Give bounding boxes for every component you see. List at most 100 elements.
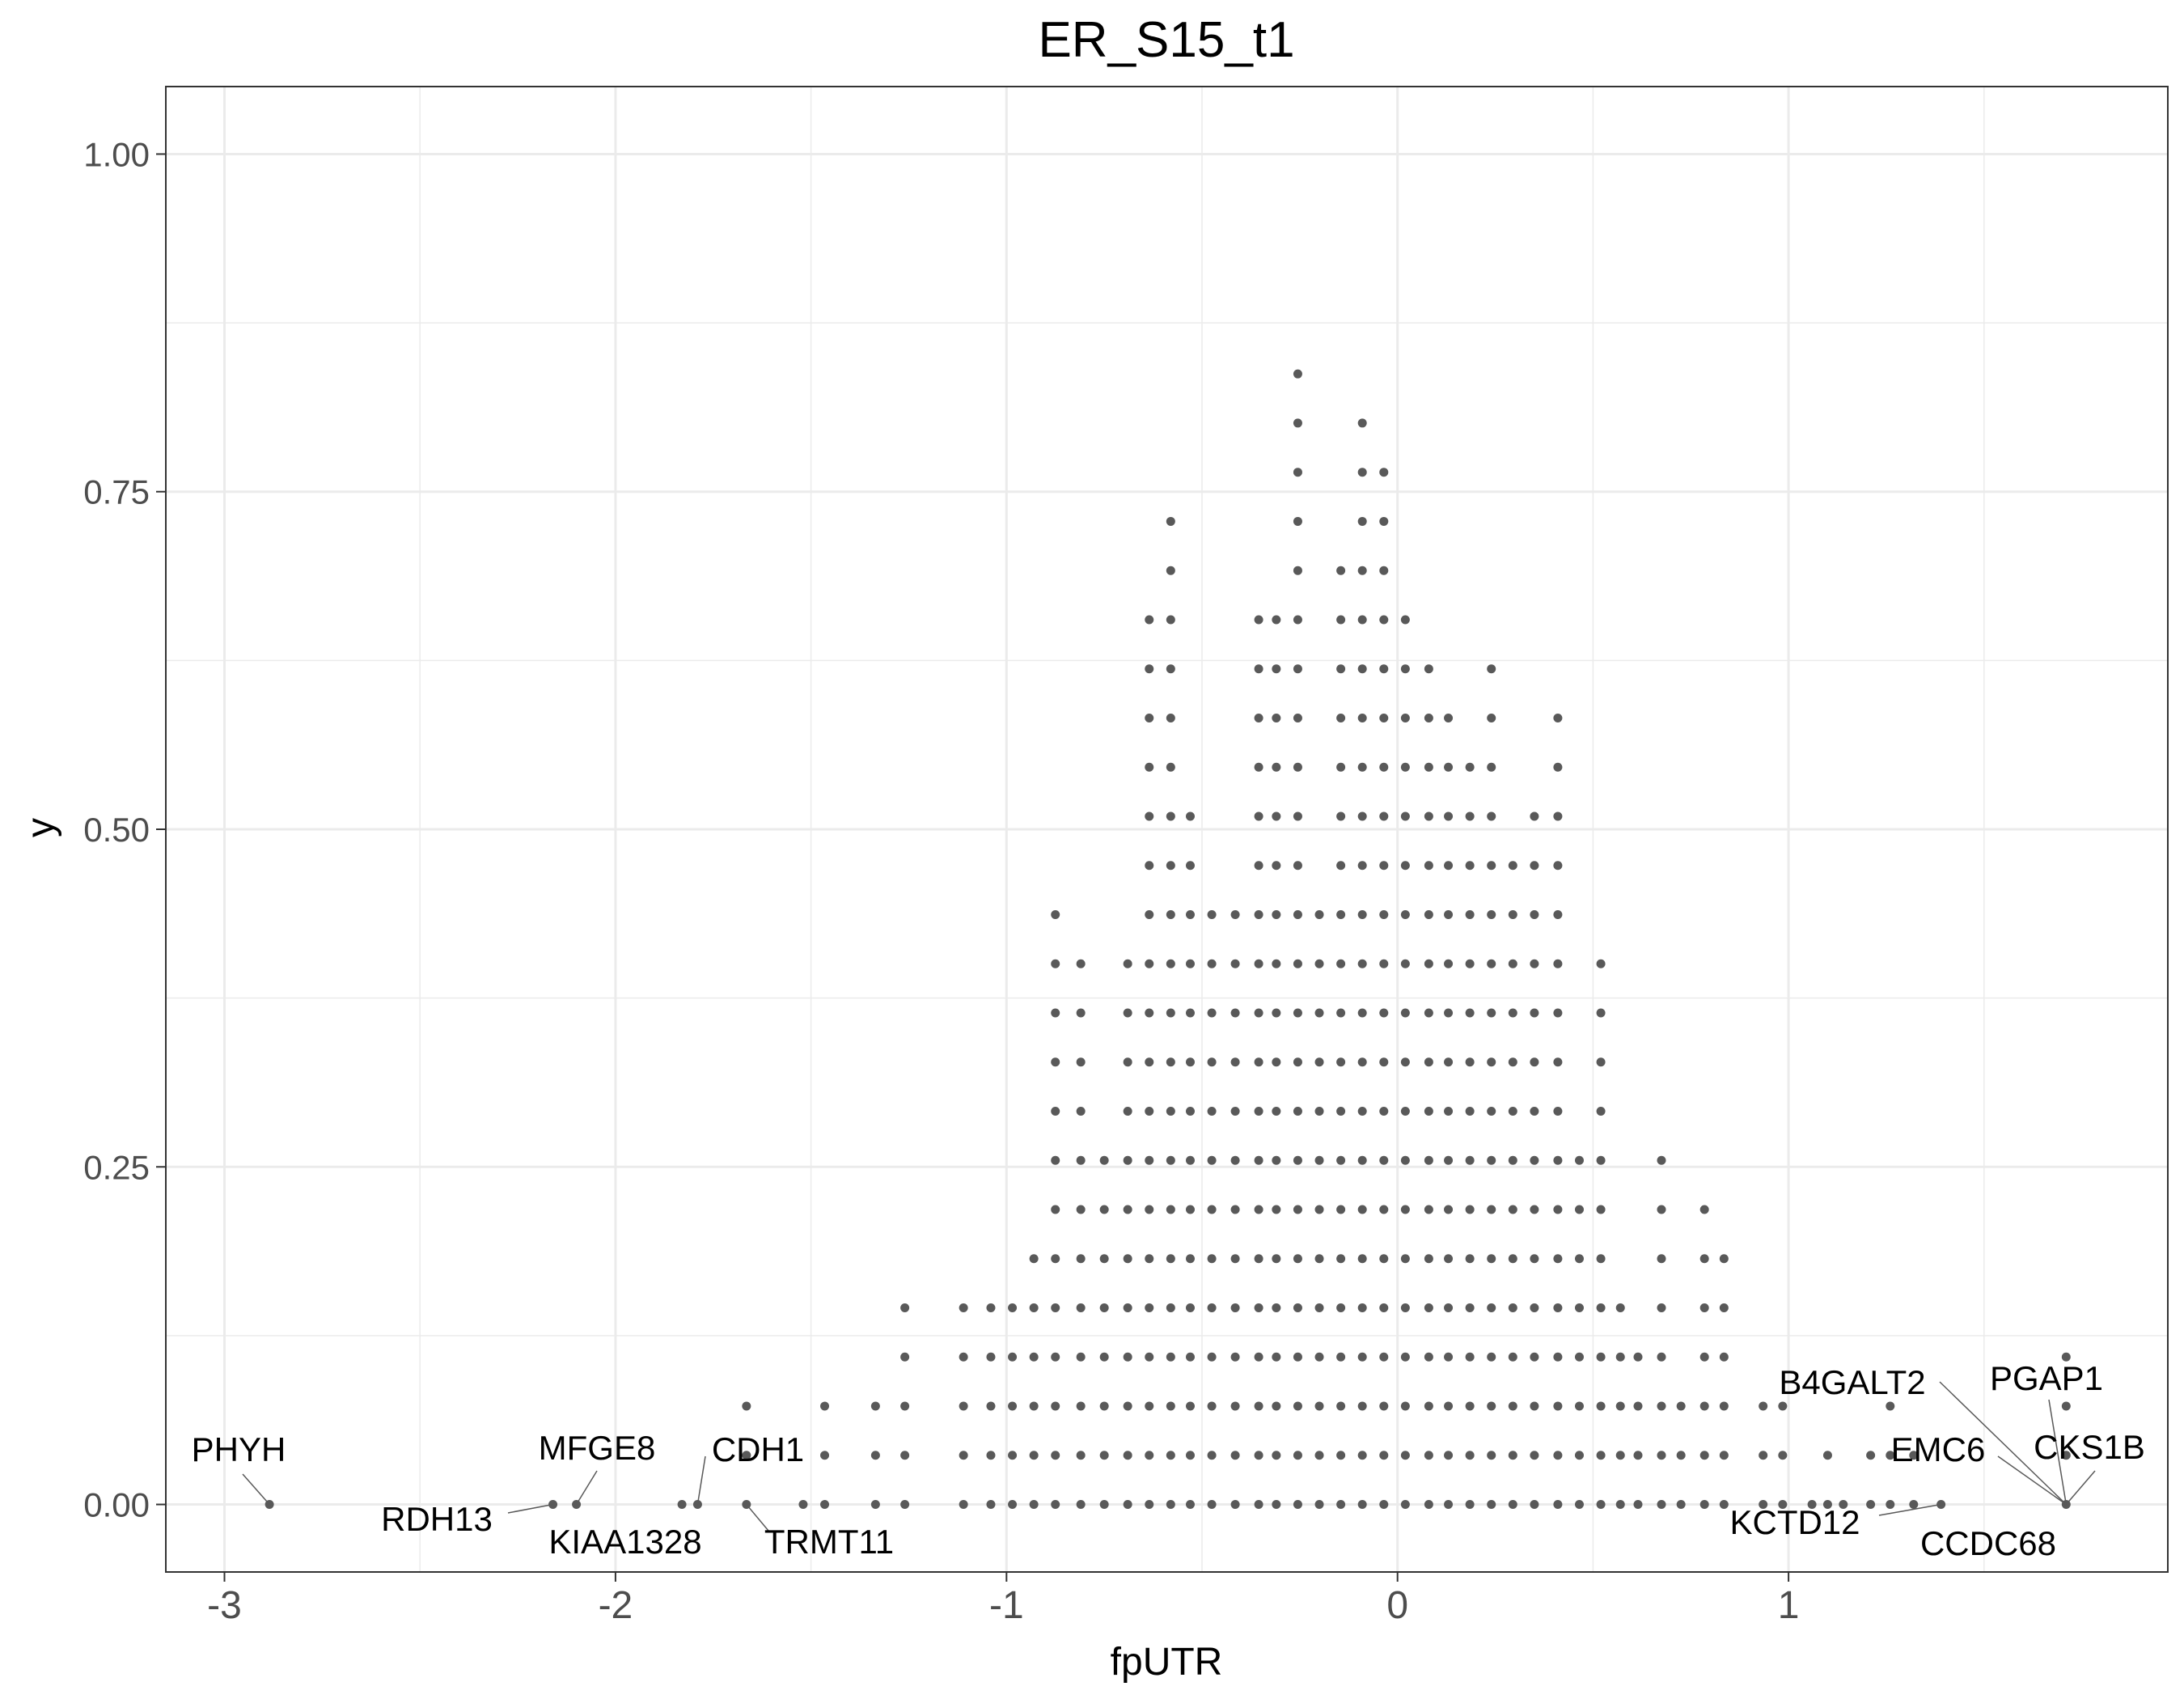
data-point <box>1487 1107 1496 1116</box>
data-point <box>1145 615 1154 625</box>
data-point <box>1596 1352 1606 1362</box>
data-point <box>1166 1352 1175 1362</box>
data-point <box>1444 1008 1454 1018</box>
data-point <box>1444 1352 1454 1362</box>
data-point <box>1574 1401 1584 1411</box>
annotation-labels: PHYH RDH13 MFGE8 KIAA1328 CDH1 TRMT11 B4GALT2 P… <box>192 1359 2145 1562</box>
data-point <box>1553 1107 1563 1116</box>
data-point <box>1530 1107 1539 1116</box>
data-point <box>1145 1303 1154 1313</box>
data-point <box>1145 959 1154 968</box>
data-point <box>1400 1401 1410 1411</box>
data-point <box>1357 713 1367 722</box>
data-point <box>1657 1155 1666 1165</box>
data-point <box>1400 1107 1410 1116</box>
data-point <box>1254 1401 1263 1411</box>
data-point <box>1444 1205 1454 1214</box>
data-point <box>1230 1303 1240 1313</box>
data-point <box>1051 1107 1060 1116</box>
annotation-label: RDH13 <box>381 1500 493 1538</box>
data-point <box>1866 1451 1876 1460</box>
data-point <box>1186 909 1196 919</box>
data-point <box>1379 1107 1389 1116</box>
data-point <box>1123 1155 1132 1165</box>
data-point <box>1596 959 1606 968</box>
data-point <box>1400 1451 1410 1460</box>
data-point <box>1272 1107 1281 1116</box>
annotation-label: MFGE8 <box>539 1429 656 1467</box>
data-point <box>1465 861 1475 871</box>
data-point <box>1424 861 1433 871</box>
data-point <box>1357 1352 1367 1362</box>
data-point <box>1186 959 1196 968</box>
y-axis-title: y <box>19 818 62 837</box>
data-point <box>1230 1008 1240 1018</box>
data-point <box>1051 1205 1060 1214</box>
data-point <box>1553 1352 1563 1362</box>
data-point <box>1272 1500 1281 1510</box>
data-point <box>1357 566 1367 575</box>
data-point <box>1379 762 1389 772</box>
data-point <box>1272 1303 1281 1313</box>
data-point <box>1508 1155 1517 1165</box>
data-point <box>1123 1107 1132 1116</box>
data-point <box>1508 1254 1517 1264</box>
data-point <box>1051 1155 1060 1165</box>
data-point <box>1676 1500 1686 1510</box>
data-point <box>1487 1155 1496 1165</box>
data-point <box>1357 1401 1367 1411</box>
data-point <box>1596 1254 1606 1264</box>
data-point <box>1508 1057 1517 1067</box>
data-point <box>1230 909 1240 919</box>
data-point <box>1207 1057 1217 1067</box>
data-point <box>1254 1155 1263 1165</box>
data-point <box>1400 909 1410 919</box>
data-point <box>1487 861 1496 871</box>
data-point <box>1886 1500 1895 1510</box>
data-point <box>1293 762 1302 772</box>
data-point <box>1272 1205 1281 1214</box>
data-point <box>1145 1500 1154 1510</box>
data-point <box>798 1500 808 1510</box>
data-point <box>1123 1205 1132 1214</box>
data-point <box>1272 762 1281 772</box>
data-point <box>1444 762 1454 772</box>
data-point <box>1487 1303 1496 1313</box>
data-point <box>1336 1057 1346 1067</box>
data-point <box>1293 1401 1302 1411</box>
data-point <box>1272 1254 1281 1264</box>
data-point <box>1574 1254 1584 1264</box>
data-point <box>1909 1451 1919 1460</box>
data-point <box>1076 1500 1086 1510</box>
data-point <box>1314 1155 1324 1165</box>
data-point <box>1508 1107 1517 1116</box>
data-point <box>1099 1500 1109 1510</box>
data-point <box>1293 369 1302 379</box>
data-point <box>1553 959 1563 968</box>
data-point <box>900 1451 910 1460</box>
data-point <box>1051 1254 1060 1264</box>
data-point <box>1633 1500 1643 1510</box>
data-point <box>1400 1205 1410 1214</box>
data-point <box>1336 1205 1346 1214</box>
data-point <box>1166 1451 1175 1460</box>
data-point <box>1379 1254 1389 1264</box>
data-point <box>870 1451 880 1460</box>
data-point <box>1424 664 1433 674</box>
data-point <box>1314 1401 1324 1411</box>
data-point <box>1357 762 1367 772</box>
data-point <box>1465 1205 1475 1214</box>
data-point <box>1530 1451 1539 1460</box>
data-point <box>1379 615 1389 625</box>
data-point <box>1508 1205 1517 1214</box>
data-point <box>1230 1401 1240 1411</box>
data-point <box>1076 1008 1086 1018</box>
data-point <box>1099 1155 1109 1165</box>
data-point <box>1400 959 1410 968</box>
data-point <box>1076 1401 1086 1411</box>
data-point <box>1293 1500 1302 1510</box>
data-point <box>1357 861 1367 871</box>
y-tick-label: 1.00 <box>83 135 150 173</box>
data-point <box>1230 959 1240 968</box>
data-point <box>1357 1500 1367 1510</box>
